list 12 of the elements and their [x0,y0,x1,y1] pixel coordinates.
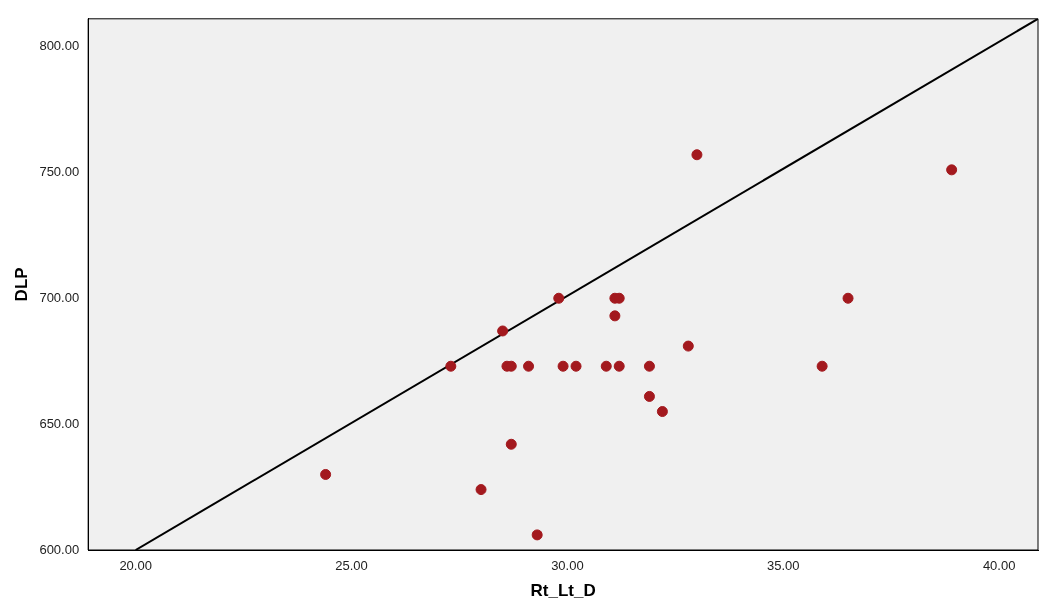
x-tick-label: 35.00 [767,558,800,574]
y-tick-label: 750.00 [39,163,80,179]
x-tick-label: 25.00 [335,558,368,574]
y-tick-label: 700.00 [39,289,80,305]
y-tick-label: 800.00 [39,38,80,54]
x-tick-label: 40.00 [982,558,1016,574]
y-tick-label: 650.00 [39,415,80,431]
y-tick-label: 600.00 [39,541,80,557]
y-axis-title: DLP [11,267,31,302]
x-axis-title: Rt_Lt_D [530,581,596,601]
x-tick-label: 30.00 [551,558,584,574]
x-tick-label: 20.00 [119,558,152,574]
